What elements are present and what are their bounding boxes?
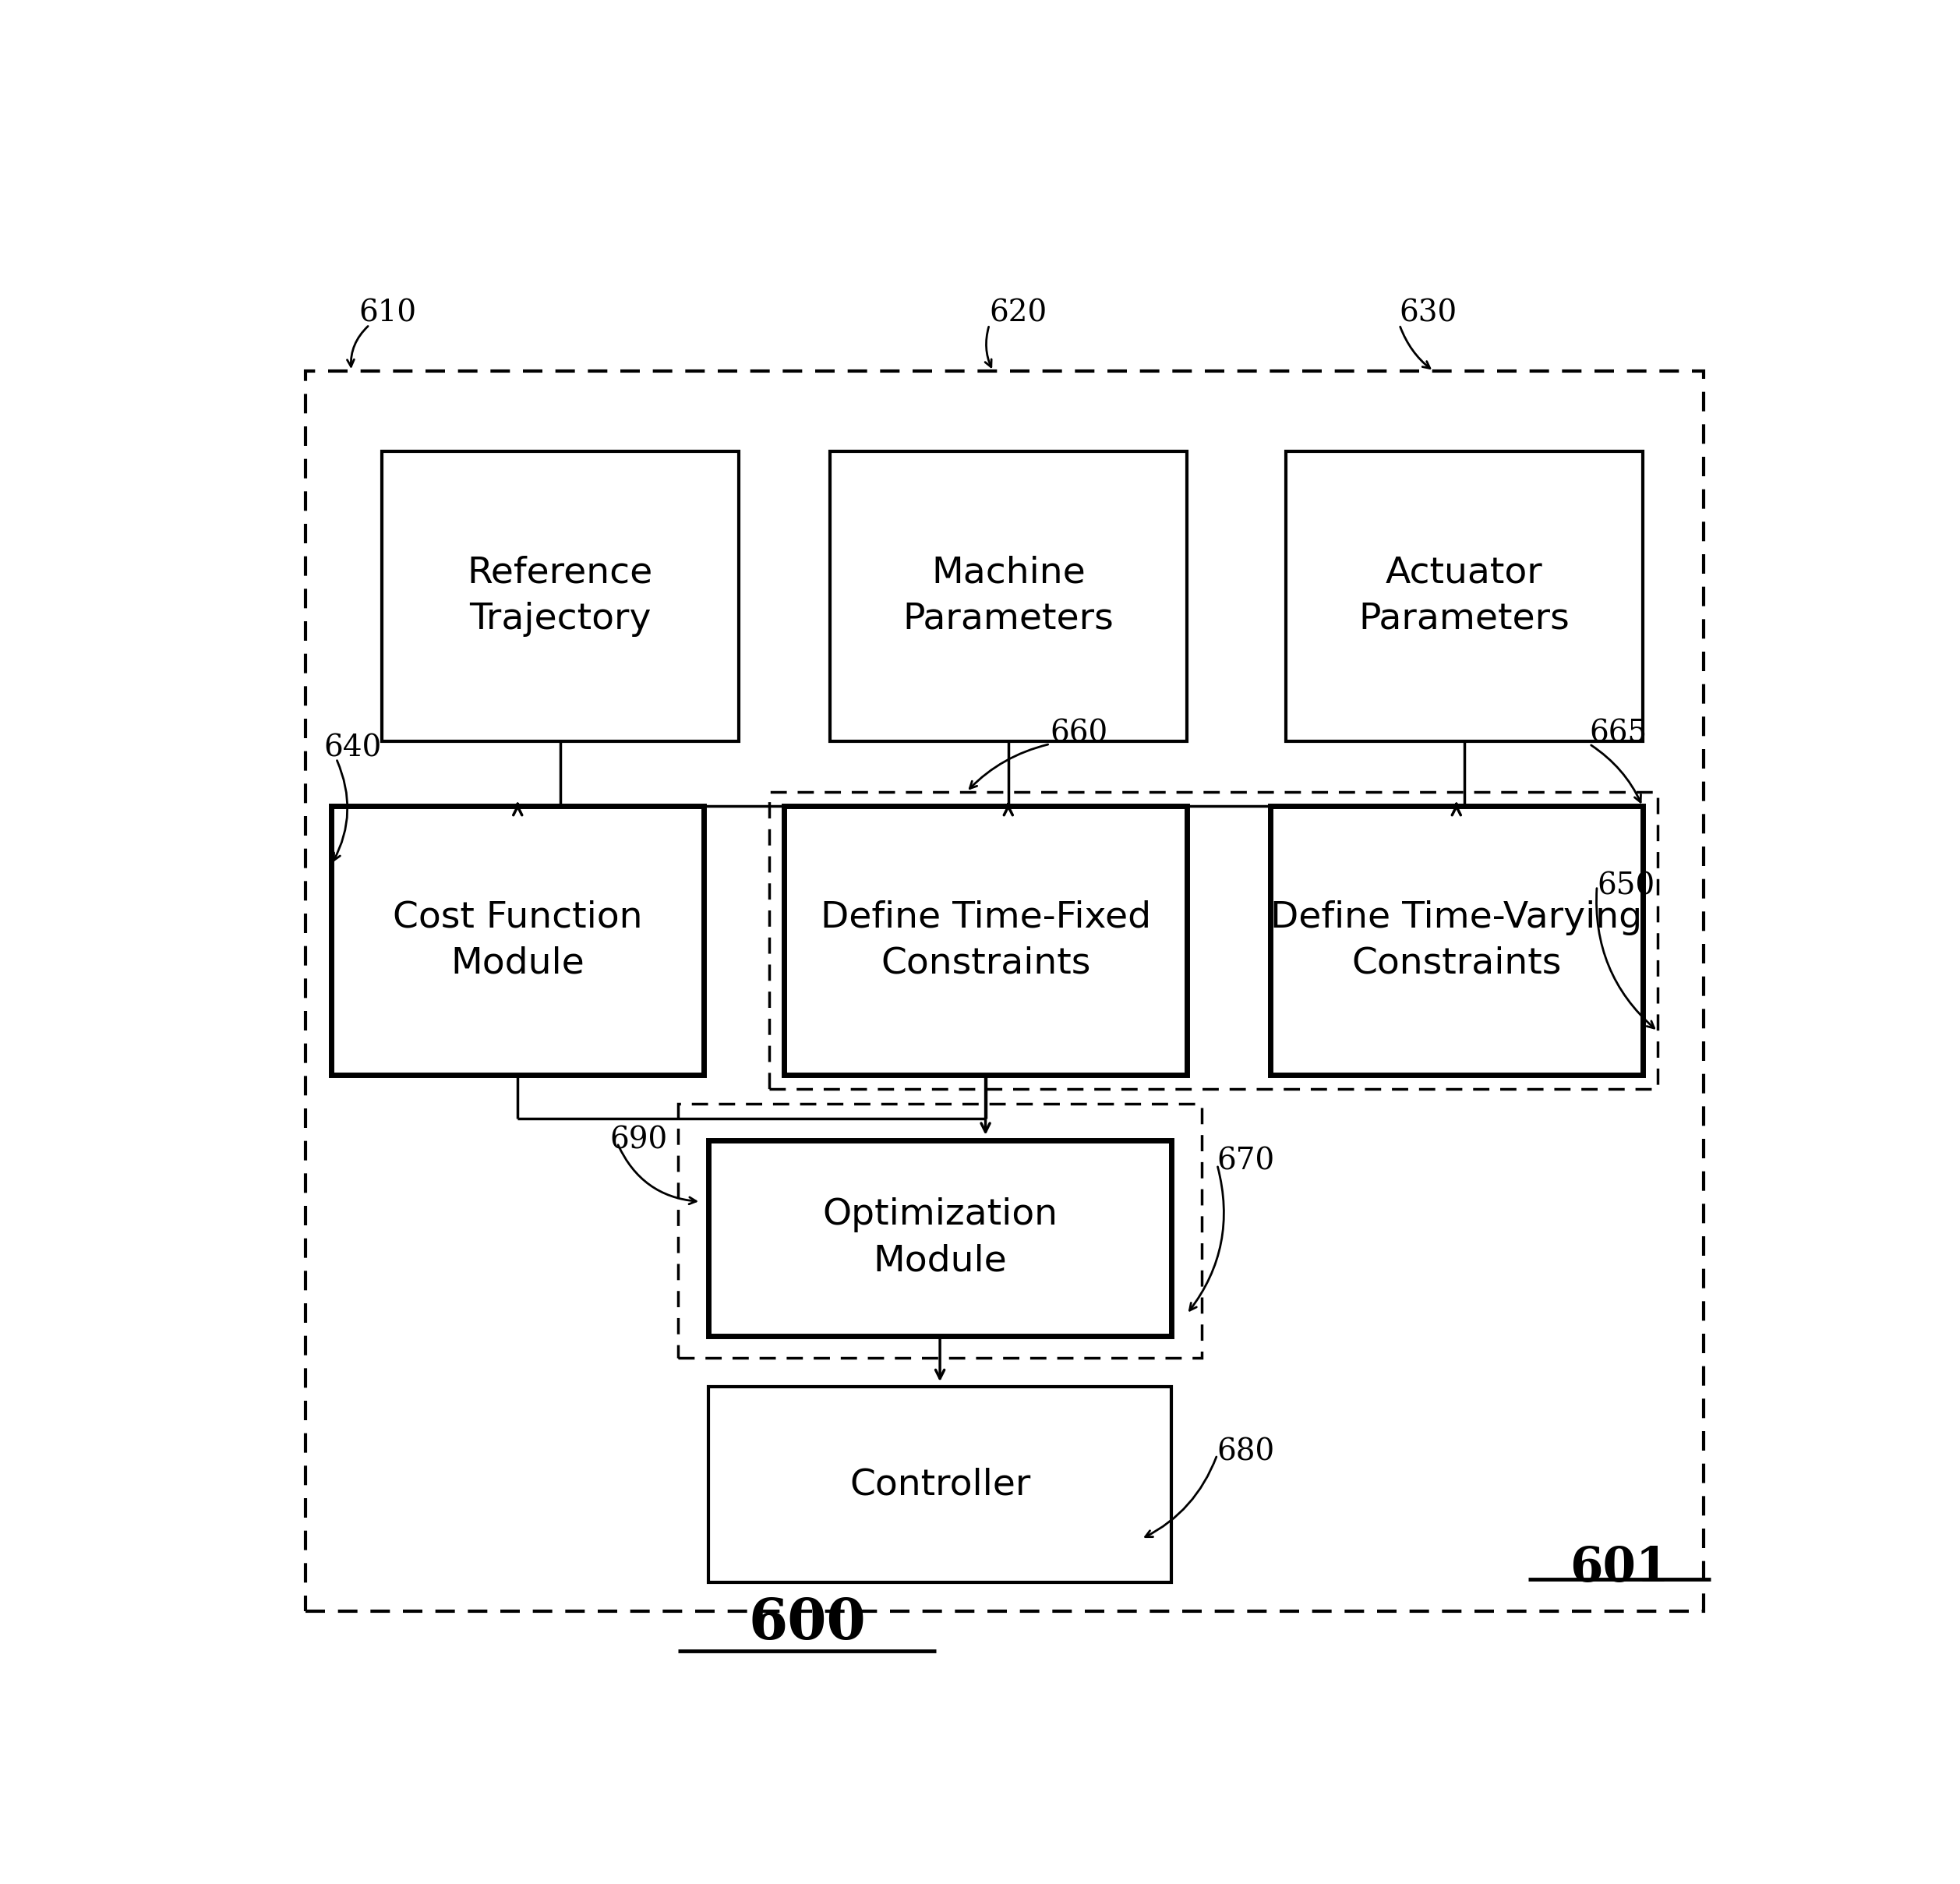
Text: 630: 630 — [1399, 300, 1458, 328]
Bar — [708, 1387, 1172, 1583]
Bar — [829, 450, 1188, 740]
Text: 601: 601 — [1570, 1545, 1670, 1592]
Bar — [382, 450, 739, 740]
Text: 660: 660 — [1051, 720, 1107, 748]
Text: 650: 650 — [1597, 872, 1654, 901]
Text: Define Time-Fixed
Constraints: Define Time-Fixed Constraints — [819, 901, 1151, 982]
Bar — [768, 791, 1658, 1089]
Text: Optimization
Module: Optimization Module — [823, 1198, 1058, 1279]
Bar — [708, 1140, 1172, 1336]
Bar — [1270, 806, 1642, 1074]
Text: Controller: Controller — [849, 1468, 1031, 1502]
Text: 670: 670 — [1217, 1147, 1276, 1176]
Text: Define Time-Varying
Constraints: Define Time-Varying Constraints — [1270, 901, 1642, 982]
Text: 610: 610 — [359, 300, 417, 328]
Bar — [784, 806, 1188, 1074]
Text: 620: 620 — [990, 300, 1047, 328]
Text: Cost Function
Module: Cost Function Module — [392, 901, 643, 982]
Text: 665: 665 — [1590, 720, 1646, 748]
Bar — [306, 371, 1703, 1611]
Bar — [331, 806, 704, 1074]
Text: 680: 680 — [1217, 1437, 1276, 1466]
Text: Reference
Trajectory: Reference Trajectory — [466, 556, 653, 637]
Text: Actuator
Parameters: Actuator Parameters — [1358, 556, 1570, 637]
Bar — [1286, 450, 1642, 740]
Text: 600: 600 — [749, 1596, 866, 1650]
Text: 640: 640 — [323, 735, 382, 763]
Bar — [678, 1104, 1201, 1358]
Text: Machine
Parameters: Machine Parameters — [904, 556, 1113, 637]
Text: 690: 690 — [610, 1125, 668, 1155]
